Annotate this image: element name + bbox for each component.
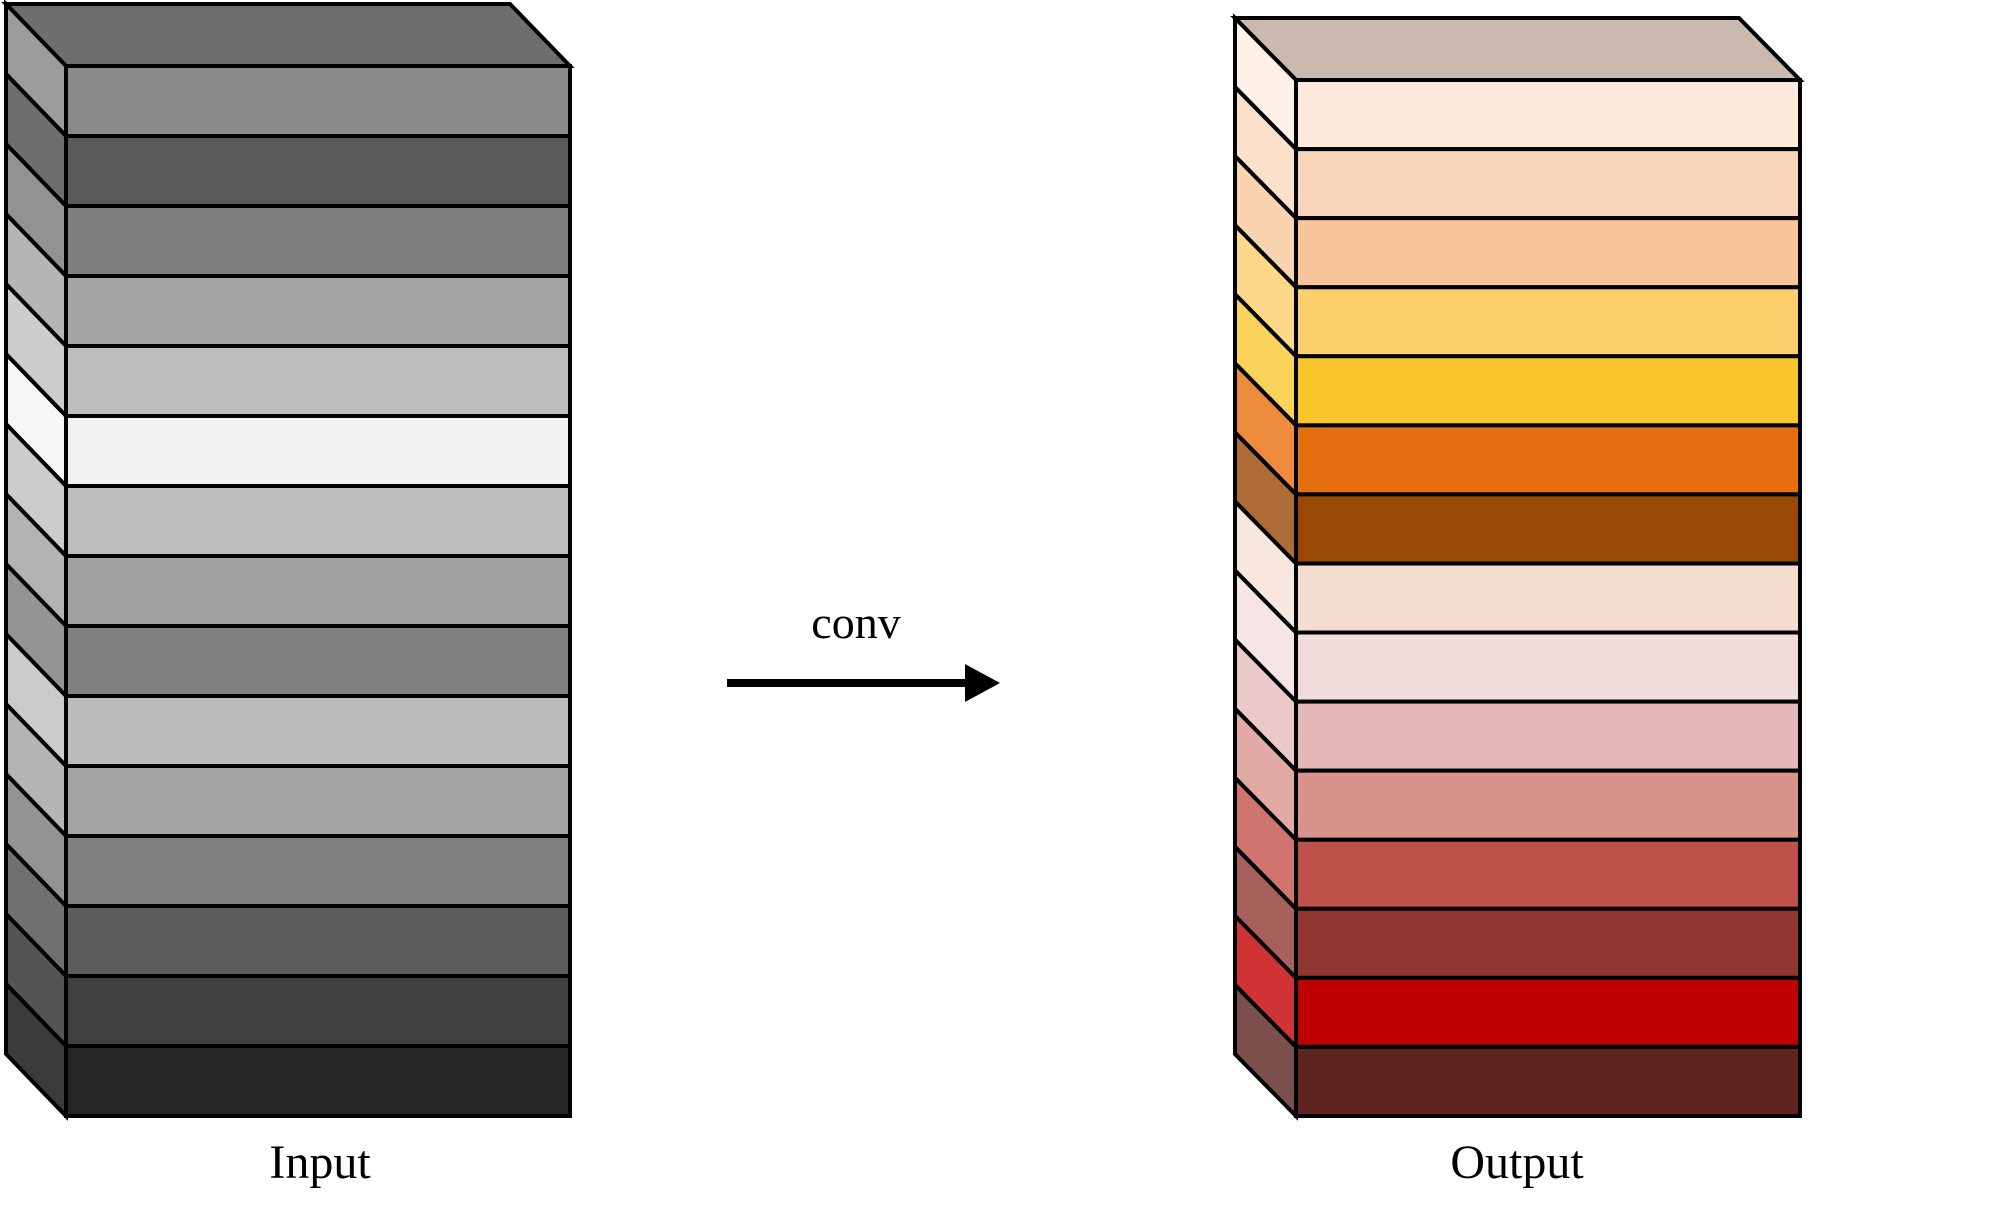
input-label: Input — [269, 1136, 371, 1189]
output-layer-face — [1294, 837, 1802, 911]
output-stack — [1230, 13, 1805, 1121]
input-layer-face — [64, 1044, 572, 1118]
output-layer-face — [1294, 78, 1802, 152]
output-top-face — [1230, 16, 1805, 82]
output-label: Output — [1450, 1136, 1584, 1189]
input-layer-face — [64, 274, 572, 348]
output-layer-face — [1294, 216, 1802, 290]
input-layer-face — [64, 344, 572, 418]
output-layer-face — [1294, 699, 1802, 773]
conv-arrow — [727, 664, 1000, 702]
output-layer-face — [1294, 1044, 1802, 1118]
input-layer-face — [64, 694, 572, 768]
input-layer-face — [64, 974, 572, 1048]
input-layer-face — [64, 64, 572, 138]
output-layer-face — [1294, 906, 1802, 980]
output-layer-face — [1294, 354, 1802, 428]
output-layer-face — [1294, 492, 1802, 566]
input-layer-face — [64, 764, 572, 838]
output-layer-face — [1294, 630, 1802, 704]
output-layer-face — [1294, 147, 1802, 221]
input-layer-face — [64, 204, 572, 278]
output-layer-face — [1294, 975, 1802, 1049]
input-layer-face — [64, 414, 572, 488]
input-layer-face — [64, 904, 572, 978]
input-stack — [1, 0, 575, 1121]
input-layer-face — [64, 834, 572, 908]
output-layer-face — [1294, 561, 1802, 635]
input-layer-face — [64, 484, 572, 558]
conv-arrow-head — [965, 664, 1000, 702]
input-layer-face — [64, 624, 572, 698]
input-layer-face — [64, 554, 572, 628]
conv-label: conv — [811, 597, 900, 648]
output-layer-face — [1294, 768, 1802, 842]
output-layer-face — [1294, 285, 1802, 359]
input-layer-face — [64, 134, 572, 208]
input-top-face — [1, 2, 575, 68]
output-layer-face — [1294, 423, 1802, 497]
